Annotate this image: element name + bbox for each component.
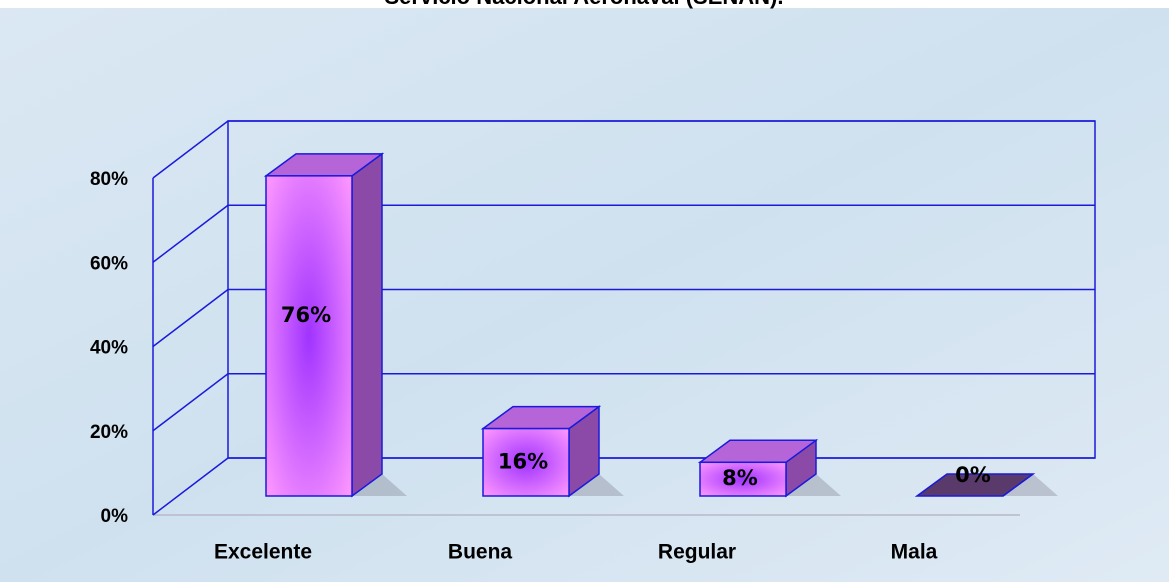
- grid-line: [152, 457, 229, 516]
- y-tick-label: 20%: [90, 422, 128, 443]
- x-tick-label: Regular: [658, 541, 736, 564]
- y-tick-label: 60%: [90, 253, 128, 274]
- bar-shadow: [786, 474, 841, 496]
- bar: [482, 427, 570, 497]
- x-tick-label: Mala: [891, 541, 938, 564]
- x-tick-label: Excelente: [214, 541, 312, 564]
- bar-shadow: [1003, 474, 1058, 496]
- data-label: 8%: [722, 466, 758, 490]
- y-tick-label: 80%: [90, 169, 128, 190]
- y-tick-label: 40%: [90, 338, 128, 359]
- grid-line: [152, 204, 229, 263]
- chart-title: Servicio Nacional Aeronaval (SENAN).: [385, 0, 784, 9]
- data-label: 0%: [955, 463, 991, 487]
- bar-shadow: [352, 474, 407, 496]
- bar-shadow: [569, 474, 624, 496]
- y-tick-label: 0%: [101, 506, 129, 527]
- grid-line: [152, 373, 229, 432]
- title-strip: [0, 0, 1169, 8]
- bar-side: [351, 152, 383, 498]
- data-label: 16%: [498, 449, 548, 473]
- bar: [699, 461, 787, 497]
- x-tick-label: Buena: [448, 541, 513, 564]
- data-label: 76%: [281, 303, 331, 327]
- bar-top: [914, 473, 1036, 497]
- grid-line: [152, 120, 229, 179]
- grid-line: [152, 288, 229, 348]
- bar: [265, 175, 353, 497]
